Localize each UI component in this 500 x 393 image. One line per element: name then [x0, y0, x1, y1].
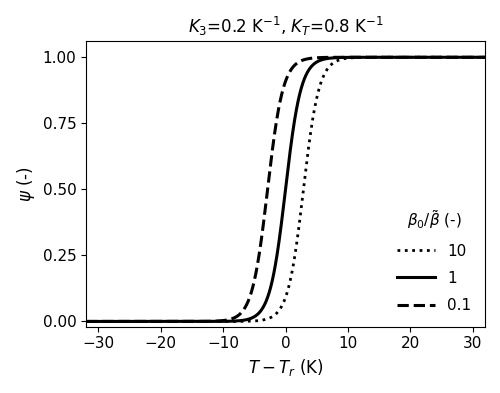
10 [140, 319, 146, 324]
0.1 [114, 319, 120, 324]
1 [64, 319, 70, 324]
0.1 [140, 319, 146, 324]
1 [140, 319, 146, 324]
10 [250, 319, 256, 323]
1 [445, 55, 451, 60]
1 [232, 319, 237, 323]
1 [250, 315, 256, 320]
X-axis label: $T - T_r$ (K): $T - T_r$ (K) [248, 357, 324, 378]
Y-axis label: $\psi$ (-): $\psi$ (-) [15, 166, 37, 202]
Line: 10: 10 [68, 57, 500, 321]
0.1 [232, 315, 237, 320]
10 [492, 55, 498, 60]
10 [114, 319, 120, 324]
0.1 [445, 55, 451, 60]
10 [445, 55, 451, 60]
Line: 1: 1 [68, 57, 500, 321]
0.1 [492, 55, 498, 60]
0.1 [250, 281, 256, 286]
0.1 [64, 319, 70, 324]
1 [492, 55, 498, 60]
Line: 0.1: 0.1 [68, 57, 500, 321]
1 [114, 319, 120, 324]
Legend: 10, 1, 0.1: 10, 1, 0.1 [390, 202, 478, 319]
10 [64, 319, 70, 324]
10 [232, 319, 237, 324]
Title: $K_3$=0.2 K$^{-1}$, $K_T$=0.8 K$^{-1}$: $K_3$=0.2 K$^{-1}$, $K_T$=0.8 K$^{-1}$ [188, 15, 384, 38]
